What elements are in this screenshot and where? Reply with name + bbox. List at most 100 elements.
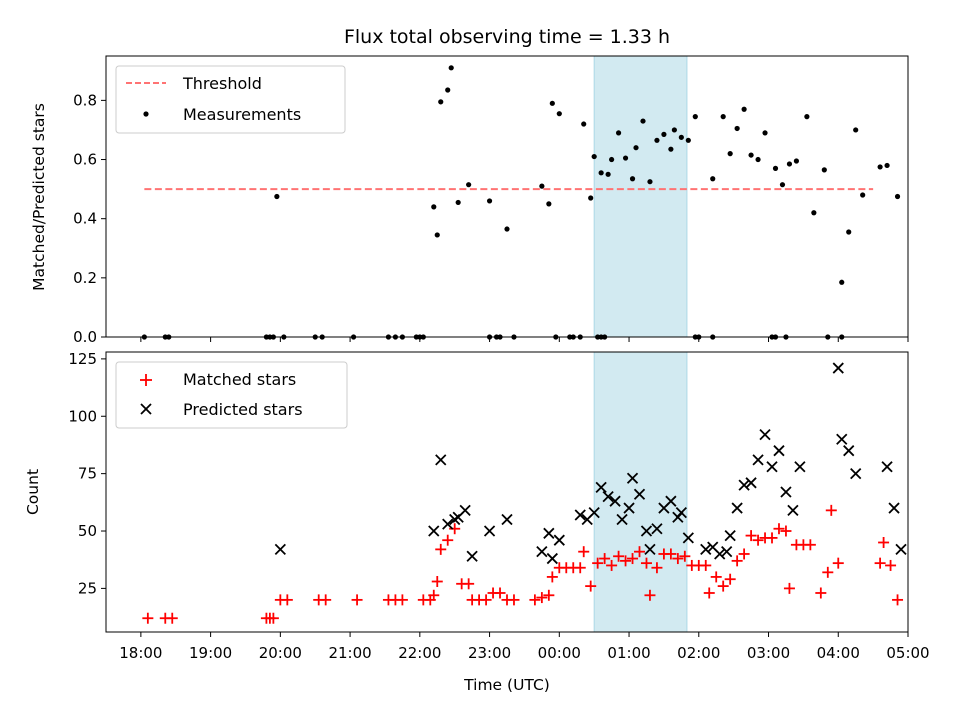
predicted-star-point: [700, 543, 712, 556]
measurement-point: [734, 125, 740, 132]
bottom-x-axis-label: Time (UTC): [463, 676, 550, 694]
predicted-star-point: [588, 507, 600, 519]
predicted-star-point: [773, 445, 785, 457]
predicted-star-point: [595, 481, 607, 494]
matched-star-point: [752, 534, 764, 546]
predicted-star-point: [483, 525, 496, 537]
measurement-point: [549, 100, 555, 106]
predicted-star-point: [787, 504, 799, 516]
y-tick-label: 0.0: [73, 328, 97, 346]
matched-star-point: [431, 576, 443, 588]
measurement-point: [860, 192, 866, 198]
predicted-star-point: [274, 543, 286, 556]
measurement-point: [755, 156, 761, 163]
predicted-star-point: [752, 454, 764, 466]
matched-star-point: [731, 555, 743, 567]
top-highlight-span: [593, 55, 688, 338]
predicted-star-point: [745, 477, 757, 489]
top-legend-box: [115, 65, 346, 134]
top-y-ticks: 0.0 0.2 0.4 0.6 0.8: [73, 91, 106, 346]
top-plot-frame: [105, 55, 909, 338]
x-tick-label: 20:00: [259, 644, 302, 662]
x-tick-label: 19:00: [189, 644, 232, 662]
y-tick-label: 25: [78, 579, 97, 597]
matched-star-point: [599, 553, 611, 565]
measurement-point: [846, 229, 852, 235]
matched-star-point: [832, 557, 844, 569]
predicted-star-point: [832, 362, 844, 374]
top-chart-title: Flux total observing time = 1.33 h: [344, 26, 670, 48]
matched-star-point: [627, 553, 639, 565]
predicted-star-point: [543, 527, 555, 539]
matched-star-point: [651, 562, 663, 574]
x-tick-label: 05:00: [886, 644, 929, 662]
predicted-star-point: [794, 461, 806, 473]
measurement-point: [615, 130, 622, 136]
predicted-star-point: [895, 543, 907, 556]
predicted-star-point: [780, 486, 792, 498]
top-legend: Threshold Measurements: [115, 65, 346, 134]
predicted-star-point: [665, 495, 677, 507]
predicted-star-point: [651, 523, 663, 535]
matched-star-point: [745, 530, 757, 542]
measurement-point: [622, 155, 629, 161]
matched-star-point: [665, 548, 677, 560]
measurement-point: [839, 279, 845, 285]
measurement-point: [455, 199, 461, 206]
x-tick-label: 23:00: [468, 644, 511, 662]
bottom-x-ticks: 18:00 19:00 20:00 21:00 22:00 23:00 00:00 01:00…: [119, 632, 930, 662]
matched-star-point: [738, 548, 750, 560]
matched-stars-layer: [142, 504, 904, 624]
measurement-point: [640, 118, 646, 124]
legend-threshold-label: Threshold: [182, 74, 262, 93]
predicted-star-point: [623, 502, 635, 514]
y-tick-label: 125: [68, 350, 97, 368]
matched-star-point: [892, 594, 904, 606]
predicted-star-point: [881, 461, 893, 473]
measurement-point: [591, 153, 597, 160]
predicted-star-point: [888, 502, 900, 514]
measurement-point: [772, 165, 779, 171]
y-tick-label: 0.8: [73, 91, 97, 109]
matched-star-point: [606, 559, 618, 571]
measurement-point: [894, 193, 901, 200]
matched-star-point: [783, 582, 795, 594]
matched-star-point: [672, 553, 684, 565]
matched-star-point: [874, 557, 886, 569]
measurement-point: [434, 232, 440, 238]
matched-star-point: [546, 571, 558, 583]
measurement-point: [671, 127, 677, 133]
predicted-star-point: [766, 461, 778, 473]
matched-star-point: [822, 566, 834, 578]
matched-star-point: [396, 594, 408, 606]
measurement-point: [466, 182, 472, 188]
predicted-star-point: [609, 495, 621, 507]
measurement-point: [811, 210, 817, 216]
x-tick-label: 21:00: [328, 644, 371, 662]
matched-star-point: [644, 589, 656, 601]
measurement-point: [504, 226, 510, 232]
predicted-star-point: [501, 513, 513, 526]
matched-star-point: [703, 587, 715, 599]
predicted-star-point: [644, 543, 656, 556]
matched-star-point: [480, 594, 492, 606]
measurement-point: [605, 171, 611, 177]
matched-star-point: [529, 594, 541, 606]
matched-star-point: [536, 592, 548, 604]
x-tick-label: 18:00: [119, 644, 162, 662]
matched-star-point: [640, 557, 652, 569]
predicted-star-point: [682, 532, 694, 544]
bottom-legend-box: [115, 361, 348, 429]
predicted-star-point: [442, 518, 454, 530]
x-tick-label: 00:00: [538, 644, 581, 662]
measurement-point: [654, 137, 660, 143]
matched-star-point: [773, 523, 785, 535]
matched-star-point: [700, 559, 712, 571]
matched-star-point: [166, 612, 178, 624]
matched-star-point: [780, 525, 792, 537]
measurement-point: [853, 127, 859, 133]
legend-predicted-label: Predicted stars: [183, 400, 303, 419]
matched-star-point: [878, 536, 890, 548]
measurement-point: [762, 130, 768, 136]
measurement-point: [748, 152, 754, 158]
